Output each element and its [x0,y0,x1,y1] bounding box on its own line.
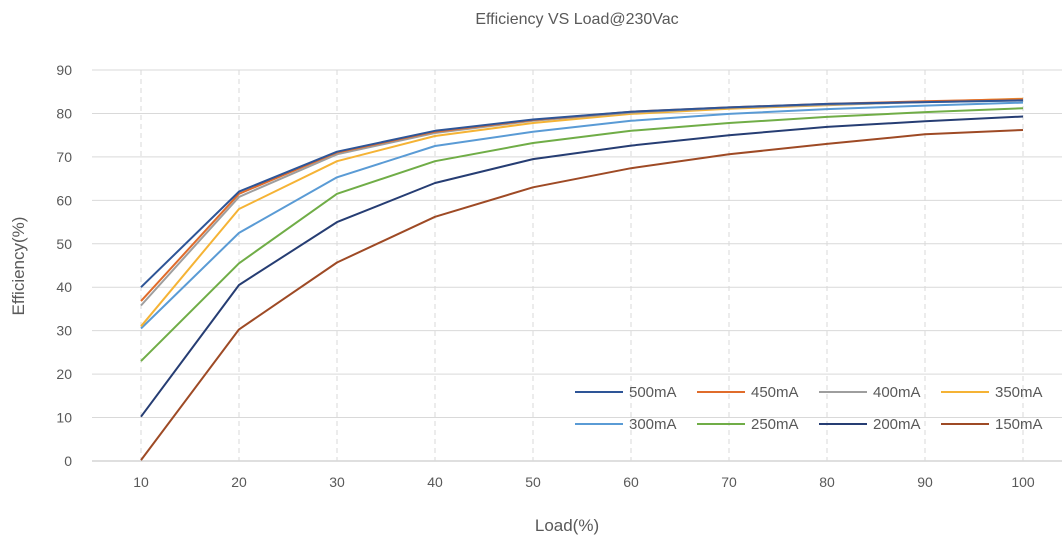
legend-label: 250mA [751,416,799,433]
y-tick-label: 10 [56,410,72,426]
x-tick-label: 40 [427,474,443,490]
x-tick-label: 100 [1011,474,1035,490]
x-tick-label: 60 [623,474,639,490]
x-tick-label: 90 [917,474,933,490]
y-tick-label: 30 [56,323,72,339]
x-tick-label: 70 [721,474,737,490]
series-line-250mA [140,107,1024,362]
x-tick-label: 20 [231,474,247,490]
y-tick-label: 80 [56,105,72,121]
x-tick-label: 50 [525,474,541,490]
y-axis-label: Efficiency(%) [9,217,28,316]
legend-label: 200mA [873,416,921,433]
y-tick-label: 70 [56,149,72,165]
legend-label: 400mA [873,384,921,401]
x-tick-label: 80 [819,474,835,490]
y-tick-label: 90 [56,62,72,78]
series-lines [140,97,1024,461]
x-axis-ticks: 10 20 30 40 50 60 70 80 90 100 [133,474,1035,490]
legend-label: 450mA [751,384,799,401]
legend-label: 300mA [629,416,677,433]
y-axis-ticks: 0 10 20 30 40 50 60 70 80 90 [56,62,72,469]
series-line-300mA [140,101,1024,330]
y-tick-label: 0 [64,453,72,469]
y-tick-label: 60 [56,192,72,208]
series-line-150mA [140,129,1024,461]
legend-label: 500mA [629,384,677,401]
y-tick-label: 40 [56,279,72,295]
x-axis-label: Load(%) [535,516,599,535]
y-tick-label: 20 [56,366,72,382]
grid [92,69,1062,462]
chart-title: Efficiency VS Load@230Vac [475,11,678,28]
x-tick-label: 30 [329,474,345,490]
series-line-400mA [140,99,1024,307]
series-line-200mA [140,115,1024,418]
legend-label: 150mA [995,416,1043,433]
y-tick-label: 50 [56,236,72,252]
legend: 500mA 450mA 400mA 350mA 300mA 250mA 200mA 150mA [575,384,1043,433]
legend-label: 350mA [995,384,1043,401]
x-tick-label: 10 [133,474,149,490]
series-line-500mA [140,99,1024,288]
